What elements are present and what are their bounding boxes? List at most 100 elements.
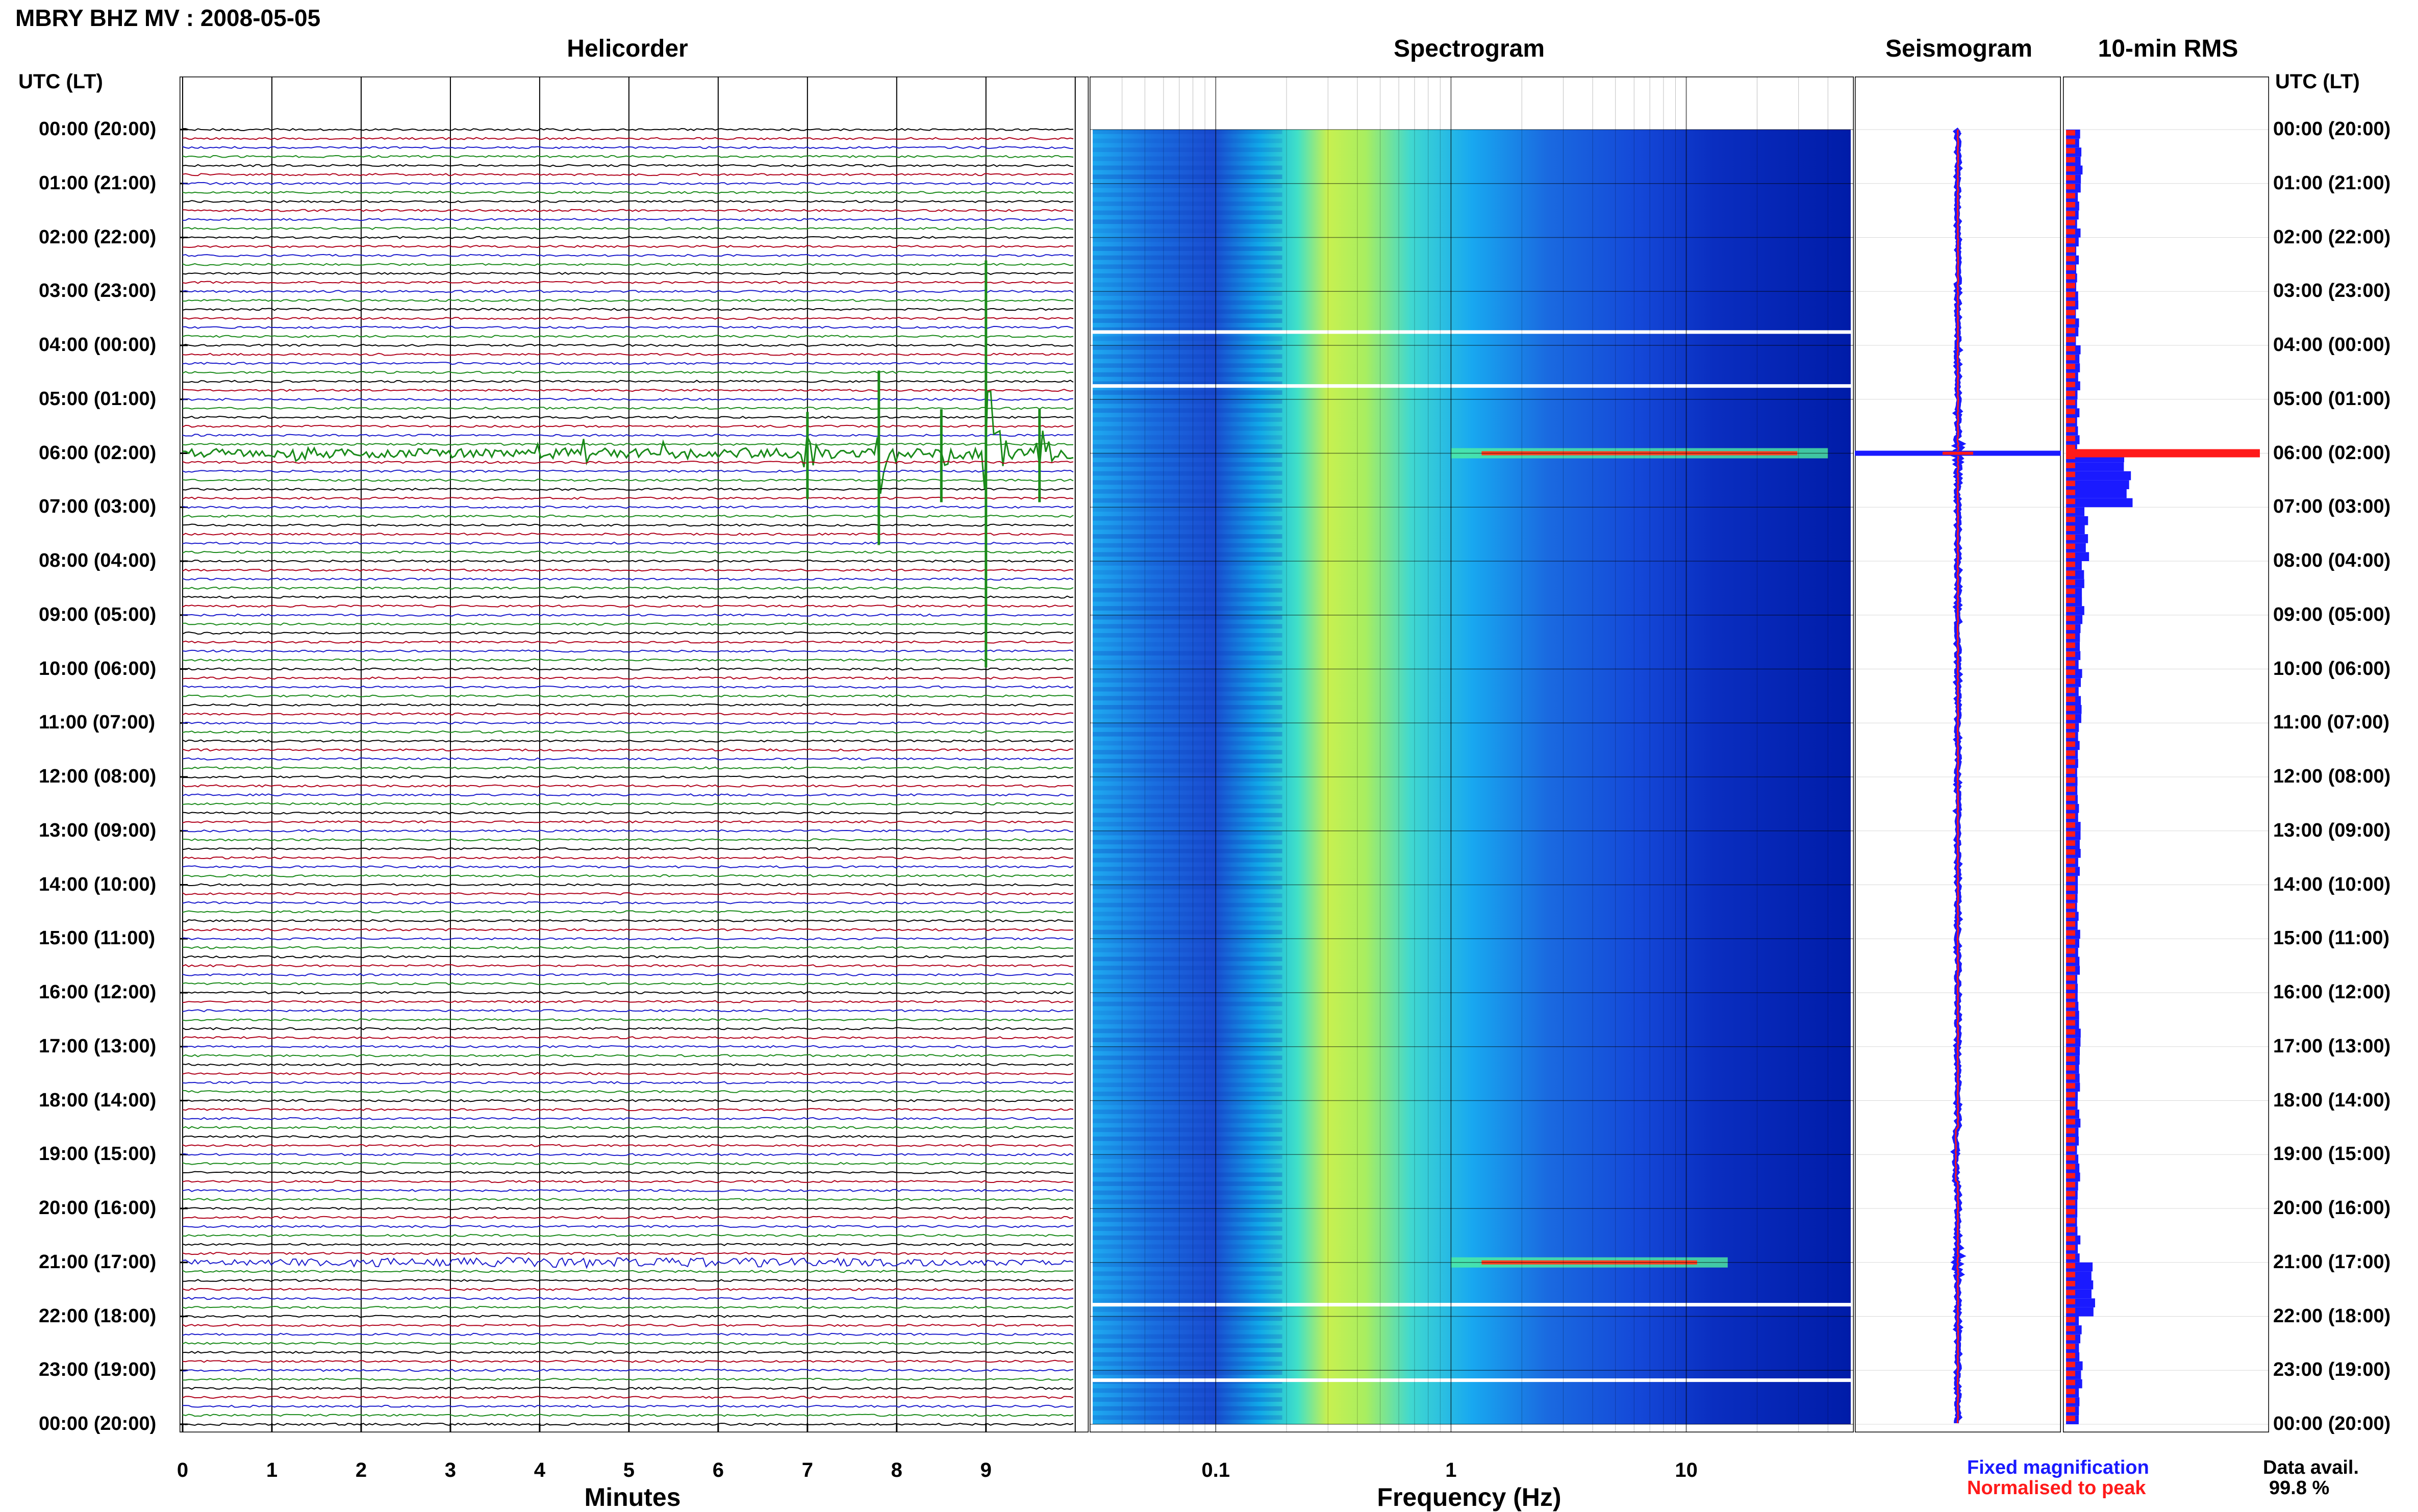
helicorder-trace	[182, 730, 1074, 734]
rms-bar-normalised	[2066, 912, 2075, 918]
rms-frame	[2063, 77, 2269, 1432]
time-label-left: 01:00 (21:00)	[39, 172, 157, 194]
spectrogram-row	[1093, 300, 1282, 305]
rms-bar-normalised	[2066, 1362, 2075, 1368]
helicorder-trace	[182, 1144, 1074, 1147]
rms-bar-normalised	[2066, 642, 2075, 648]
rms-bar-normalised	[2066, 930, 2075, 936]
rms-bar-normalised	[2066, 1263, 2075, 1269]
helicorder-trace	[182, 1396, 1074, 1399]
spectrogram-row	[1093, 1145, 1282, 1150]
helicorder-trace	[182, 281, 1074, 284]
rms-bar-normalised	[2066, 1353, 2075, 1358]
spectrogram-row	[1093, 1038, 1282, 1042]
spectrogram-row	[1093, 974, 1282, 979]
spectrogram-gap	[1093, 1303, 1851, 1307]
helicorder-trace	[182, 937, 1074, 941]
helicorder-trace	[182, 1162, 1074, 1165]
helicorder-trace	[182, 1256, 1074, 1269]
spectrogram-row	[1093, 318, 1282, 323]
spectrogram-row	[1093, 840, 1282, 845]
time-label-right: 02:00 (22:00)	[2273, 226, 2391, 248]
helicorder-xlabel: Minutes	[584, 1483, 681, 1511]
helicorder-tick-label: 7	[801, 1459, 813, 1481]
helicorder-trace	[182, 1090, 1074, 1093]
helicorder-trace	[182, 694, 1074, 698]
spectrogram-row	[1093, 741, 1282, 746]
time-label-right: 09:00 (05:00)	[2273, 603, 2391, 625]
rms-bar-normalised	[2066, 1020, 2075, 1026]
rms-bar-normalised	[2066, 543, 2075, 549]
spectrogram-row	[1093, 1352, 1282, 1357]
rms-bar-normalised	[2066, 1164, 2075, 1170]
rms-bar-normalised	[2066, 471, 2075, 477]
rms-bar-normalised	[2066, 193, 2075, 198]
spectrogram-gap	[1093, 384, 1851, 388]
time-label-left: 20:00 (16:00)	[39, 1197, 157, 1219]
spectrogram-row	[1093, 237, 1282, 242]
time-label-left: 06:00 (02:00)	[39, 442, 157, 464]
rms-bar-normalised	[2066, 1200, 2075, 1205]
helicorder-trace	[182, 1117, 1074, 1120]
spectrogram-row	[1093, 777, 1282, 782]
rms-bar-normalised	[2066, 1218, 2075, 1224]
time-label-right: 20:00 (16:00)	[2273, 1197, 2391, 1219]
rms-bar-fixed	[2066, 489, 2127, 498]
rms-bar-normalised	[2066, 256, 2075, 262]
rms-bar-normalised	[2066, 139, 2075, 145]
spectrogram-title: Spectrogram	[1393, 35, 1545, 62]
rms-bar-normalised	[2066, 247, 2075, 253]
spectrogram-row	[1093, 1334, 1282, 1339]
rms-bar-normalised	[2066, 1191, 2075, 1197]
rms-bar-fixed	[2066, 480, 2129, 489]
spectrogram-row	[1093, 1226, 1282, 1231]
rms-bar-normalised	[2066, 903, 2075, 909]
rms-bar-normalised	[2066, 669, 2075, 675]
helicorder-trace	[182, 802, 1074, 805]
helicorder-trace	[182, 1305, 1074, 1309]
rms-bar-normalised	[2066, 921, 2075, 927]
spectrogram-row	[1093, 597, 1282, 602]
helicorder-trace	[182, 1243, 1074, 1246]
rms-bar-normalised	[2066, 687, 2075, 693]
helicorder-trace	[182, 640, 1074, 644]
helicorder-trace	[182, 1081, 1074, 1085]
helicorder-trace	[182, 631, 1074, 635]
helicorder-trace	[182, 1009, 1074, 1013]
rms-bar-normalised	[2066, 202, 2075, 208]
helicorder-trace	[182, 245, 1074, 248]
spectrogram-row	[1093, 435, 1282, 440]
spectrogram-row	[1093, 651, 1282, 656]
spectrogram-row	[1093, 984, 1282, 989]
spectrogram-row	[1093, 660, 1282, 665]
spectrogram-row	[1093, 750, 1282, 754]
spectrogram-tick-label: 0.1	[1201, 1459, 1230, 1481]
helicorder-trace	[182, 883, 1074, 887]
spectrogram-panel	[1090, 77, 1854, 1432]
helicorder-trace	[182, 1108, 1074, 1112]
helicorder-trace	[182, 1414, 1074, 1417]
spectrogram-row	[1093, 363, 1282, 368]
spectrogram-row	[1093, 543, 1282, 548]
time-label-right: 13:00 (09:00)	[2273, 819, 2391, 841]
rms-bar-normalised	[2066, 975, 2075, 981]
helicorder-trace	[182, 865, 1074, 869]
helicorder-trace	[182, 271, 1074, 275]
spectrogram-row	[1093, 1289, 1282, 1294]
rms-bar-normalised	[2066, 984, 2075, 990]
helicorder-tick-label: 5	[623, 1459, 635, 1481]
time-label-left: 07:00 (03:00)	[39, 496, 157, 518]
rms-bar-normalised	[2066, 867, 2075, 873]
helicorder-trace	[182, 1422, 1074, 1426]
spectrogram-row	[1093, 822, 1282, 826]
spectrogram-row	[1093, 1091, 1282, 1096]
spectrogram-row	[1093, 130, 1282, 134]
rms-bar-normalised	[2066, 211, 2075, 217]
rms-bar-normalised	[2066, 265, 2075, 270]
rms-bar-normalised	[2066, 1137, 2075, 1143]
helicorder-trace	[182, 1278, 1074, 1282]
helicorder-trace	[182, 146, 1074, 149]
helicorder-trace	[182, 604, 1074, 608]
rms-bar-normalised	[2066, 525, 2075, 532]
rms-bar-normalised	[2066, 372, 2075, 379]
